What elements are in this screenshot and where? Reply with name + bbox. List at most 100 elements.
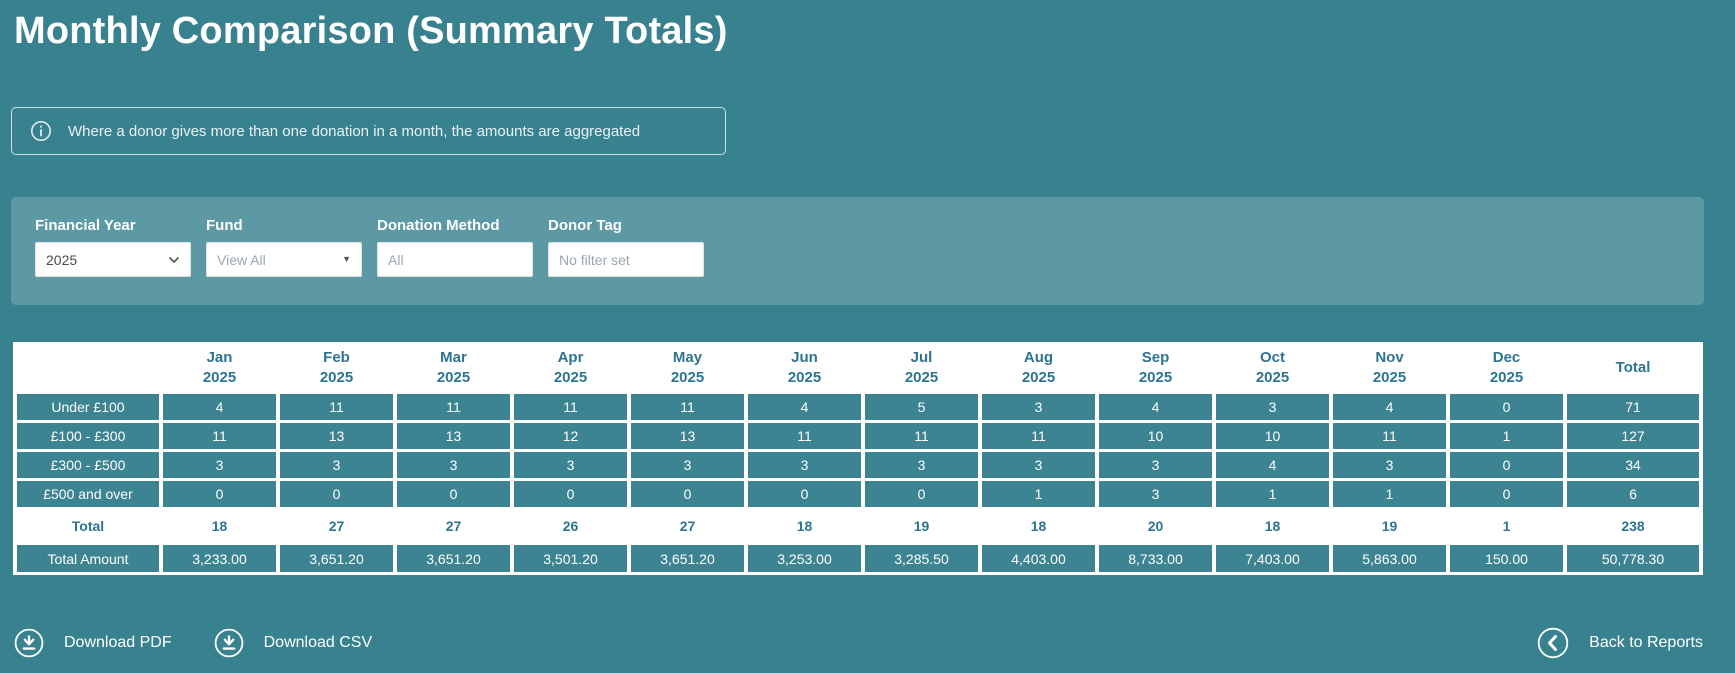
month-name: Apr [557, 348, 584, 366]
download-csv-label: Download CSV [263, 634, 373, 651]
value-cell: 13 [280, 423, 393, 449]
month-header-cell: Jun 2025 [748, 345, 861, 391]
value-cell: 7,403.00 [1216, 545, 1329, 572]
download-pdf-label: Download PDF [64, 634, 172, 651]
filter-group-financial-year: Financial Year 2025 [35, 217, 191, 277]
footer-actions: Download PDF Download CSV Back t [0, 623, 1735, 663]
donor-tag-label: Donor Tag [548, 217, 622, 234]
donation-method-label: Donation Method [377, 217, 500, 234]
value-cell: 150.00 [1450, 545, 1563, 572]
month-year: 2025 [1138, 369, 1173, 386]
value-cell: 1 [1450, 510, 1563, 542]
table-body: Under £100 4 11 11 11 11 4 5 3 4 3 4 0 71 £100 - £300 1… [17, 394, 1699, 572]
donor-tag-input[interactable] [548, 242, 704, 277]
value-cell: 12 [514, 423, 627, 449]
row-label-cell: Total [17, 510, 159, 542]
financial-year-value: 2025 [46, 251, 78, 268]
month-header-cell: Aug 2025 [982, 345, 1095, 391]
month-header-cell: Feb 2025 [280, 345, 393, 391]
value-cell: 0 [748, 481, 861, 507]
month-year: 2025 [553, 369, 588, 386]
value-cell: 4 [1333, 394, 1446, 420]
value-cell: 3 [397, 452, 510, 478]
value-cell: 10 [1216, 423, 1329, 449]
row-label-cell: £100 - £300 [17, 423, 159, 449]
filter-panel: Financial Year 2025 Fund View All ▼ Dona… [11, 197, 1704, 305]
financial-year-select[interactable]: 2025 [35, 242, 191, 277]
month-name: Dec [1492, 348, 1521, 366]
value-cell: 3 [631, 452, 744, 478]
donation-method-input[interactable] [377, 242, 533, 277]
info-icon [30, 120, 52, 142]
value-cell: 0 [163, 481, 276, 507]
info-banner: Where a donor gives more than one donati… [11, 107, 726, 155]
month-header-cell: Oct 2025 [1216, 345, 1329, 391]
value-cell: 10 [1099, 423, 1212, 449]
row-label-cell: £500 and over [17, 481, 159, 507]
back-to-reports-label: Back to Reports [1589, 634, 1703, 651]
value-cell: 0 [397, 481, 510, 507]
value-cell: 0 [1450, 452, 1563, 478]
value-cell: 0 [280, 481, 393, 507]
value-cell: 1 [1216, 481, 1329, 507]
download-csv-button[interactable]: Download CSV [214, 628, 373, 658]
table-row: Under £100 4 11 11 11 11 4 5 3 4 3 4 0 71 [17, 394, 1699, 420]
table-row: £500 and over 0 0 0 0 0 0 0 1 3 1 1 0 6 [17, 481, 1699, 507]
value-cell: 0 [865, 481, 978, 507]
month-year: 2025 [1021, 369, 1056, 386]
value-cell: 27 [280, 510, 393, 542]
value-cell: 3,501.20 [514, 545, 627, 572]
value-cell: 0 [1450, 394, 1563, 420]
page-title: Monthly Comparison (Summary Totals) [14, 10, 728, 52]
value-cell: 4 [748, 394, 861, 420]
value-cell: 13 [631, 423, 744, 449]
chevron-down-icon [168, 256, 180, 264]
month-header-cell: Apr 2025 [514, 345, 627, 391]
value-cell: 18 [163, 510, 276, 542]
row-label-cell: £300 - £500 [17, 452, 159, 478]
month-name: Nov [1375, 348, 1404, 366]
month-header-cell: Sep 2025 [1099, 345, 1212, 391]
value-cell: 3 [1099, 452, 1212, 478]
month-year: 2025 [202, 369, 237, 386]
download-pdf-button[interactable]: Download PDF [14, 628, 172, 658]
back-to-reports-button[interactable]: Back to Reports [1537, 627, 1703, 659]
financial-year-label: Financial Year [35, 217, 136, 234]
value-cell: 11 [865, 423, 978, 449]
month-year: 2025 [1489, 369, 1524, 386]
row-total-cell: 127 [1567, 423, 1699, 449]
table-corner-cell [17, 345, 159, 391]
value-cell: 3,233.00 [163, 545, 276, 572]
value-cell: 11 [631, 394, 744, 420]
month-name: Jul [910, 348, 933, 366]
value-cell: 3,285.50 [865, 545, 978, 572]
value-cell: 18 [1216, 510, 1329, 542]
value-cell: 19 [865, 510, 978, 542]
value-cell: 3 [748, 452, 861, 478]
value-cell: 3 [1216, 394, 1329, 420]
month-header-cell: Jan 2025 [163, 345, 276, 391]
value-cell: 4 [163, 394, 276, 420]
totals-row: Total 18 27 27 26 27 18 19 18 20 18 19 1 238 [17, 510, 1699, 542]
month-header-cell: Jul 2025 [865, 345, 978, 391]
back-arrow-icon [1537, 627, 1569, 659]
value-cell: 3 [280, 452, 393, 478]
row-total-cell: 71 [1567, 394, 1699, 420]
value-cell: 0 [514, 481, 627, 507]
value-cell: 3 [1099, 481, 1212, 507]
value-cell: 26 [514, 510, 627, 542]
download-icon [214, 628, 244, 658]
month-header-cell: Mar 2025 [397, 345, 510, 391]
value-cell: 1 [982, 481, 1095, 507]
total-header-cell: Total [1567, 345, 1699, 391]
value-cell: 13 [397, 423, 510, 449]
value-cell: 27 [631, 510, 744, 542]
row-total-cell: 238 [1567, 510, 1699, 542]
value-cell: 3,651.20 [631, 545, 744, 572]
month-year: 2025 [1255, 369, 1290, 386]
value-cell: 3,253.00 [748, 545, 861, 572]
fund-select[interactable]: View All ▼ [206, 242, 362, 277]
month-year: 2025 [670, 369, 705, 386]
value-cell: 3 [865, 452, 978, 478]
fund-value: View All [217, 251, 266, 268]
